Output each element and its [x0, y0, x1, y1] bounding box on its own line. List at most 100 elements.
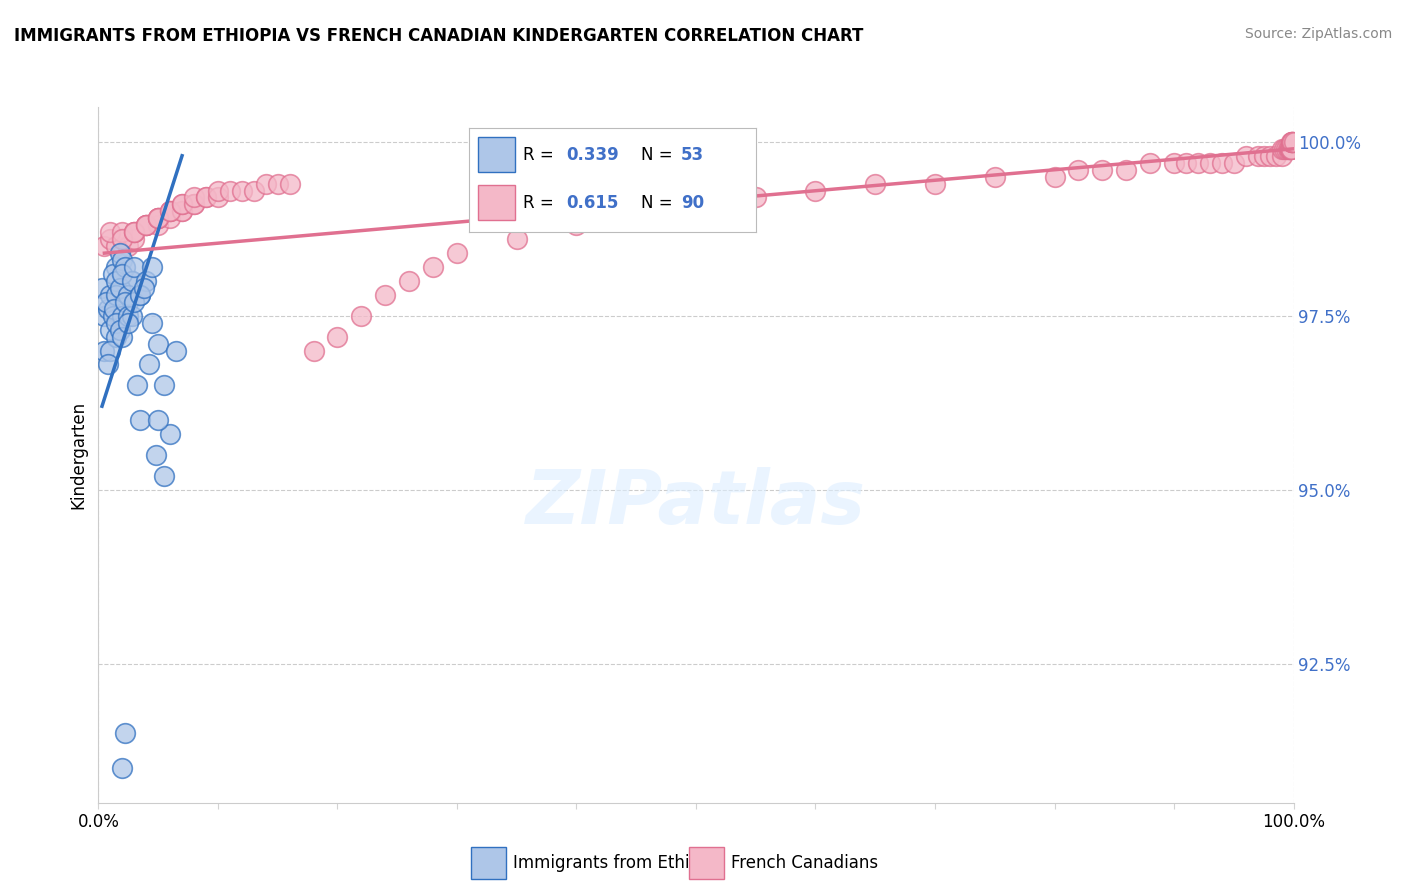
Point — [117, 309, 139, 323]
Point — [984, 169, 1007, 184]
Point — [98, 323, 122, 337]
Point — [117, 239, 139, 253]
Point — [398, 274, 420, 288]
Point — [804, 184, 827, 198]
Point — [111, 761, 134, 775]
Point — [153, 468, 176, 483]
Point — [159, 204, 181, 219]
Point — [117, 288, 139, 302]
Point — [124, 225, 146, 239]
Point — [111, 232, 134, 246]
Point — [101, 309, 124, 323]
Point — [114, 260, 136, 274]
Point — [108, 281, 131, 295]
Point — [153, 378, 176, 392]
Point — [108, 323, 131, 337]
Point — [97, 301, 120, 316]
Point — [1253, 149, 1275, 163]
Point — [326, 329, 349, 343]
Point — [626, 204, 648, 219]
Point — [111, 329, 134, 343]
Text: R =: R = — [523, 145, 560, 163]
Point — [446, 246, 468, 260]
Point — [1282, 135, 1305, 149]
Point — [1091, 162, 1114, 177]
Point — [506, 232, 529, 246]
Point — [422, 260, 444, 274]
Point — [129, 288, 152, 302]
Point — [103, 301, 125, 316]
Point — [1281, 135, 1303, 149]
Point — [94, 294, 117, 309]
Point — [1281, 135, 1303, 149]
Point — [91, 281, 114, 295]
Point — [124, 294, 146, 309]
Point — [105, 274, 128, 288]
Point — [172, 197, 194, 211]
Point — [105, 239, 128, 253]
Y-axis label: Kindergarten: Kindergarten — [69, 401, 87, 509]
Point — [121, 274, 143, 288]
Text: 90: 90 — [681, 194, 704, 211]
Point — [148, 211, 170, 226]
Point — [165, 343, 187, 358]
Point — [148, 413, 170, 427]
Point — [159, 427, 181, 442]
Text: R =: R = — [523, 194, 560, 211]
Point — [172, 204, 194, 219]
Point — [374, 288, 396, 302]
Point — [1272, 142, 1295, 156]
Point — [148, 336, 170, 351]
Point — [98, 343, 122, 358]
Point — [1067, 162, 1090, 177]
Point — [267, 177, 290, 191]
Point — [159, 204, 181, 219]
Point — [93, 343, 115, 358]
Point — [183, 197, 205, 211]
Point — [148, 211, 170, 226]
Point — [135, 219, 157, 233]
Point — [1139, 155, 1161, 169]
Point — [124, 260, 146, 274]
Point — [97, 358, 120, 372]
Point — [124, 225, 146, 239]
Point — [1115, 162, 1137, 177]
Point — [1043, 169, 1066, 184]
Point — [129, 413, 152, 427]
Point — [111, 232, 134, 246]
Text: 53: 53 — [681, 145, 704, 163]
Point — [159, 211, 181, 226]
Point — [745, 190, 768, 204]
Point — [148, 211, 170, 226]
Point — [863, 177, 887, 191]
Text: 0.339: 0.339 — [567, 145, 619, 163]
Point — [105, 316, 128, 330]
Point — [145, 448, 167, 462]
Text: IMMIGRANTS FROM ETHIOPIA VS FRENCH CANADIAN KINDERGARTEN CORRELATION CHART: IMMIGRANTS FROM ETHIOPIA VS FRENCH CANAD… — [14, 27, 863, 45]
Point — [101, 267, 124, 281]
Point — [207, 184, 229, 198]
Point — [114, 294, 136, 309]
Point — [93, 239, 115, 253]
Point — [108, 246, 131, 260]
Point — [685, 197, 707, 211]
Point — [924, 177, 946, 191]
Point — [1277, 142, 1299, 156]
Text: N =: N = — [641, 145, 678, 163]
Point — [111, 253, 134, 268]
Text: ZIPatlas: ZIPatlas — [526, 467, 866, 541]
Point — [135, 219, 157, 233]
Point — [1175, 155, 1198, 169]
Point — [350, 309, 373, 323]
Point — [1279, 142, 1302, 156]
Point — [124, 232, 146, 246]
Text: N =: N = — [641, 194, 678, 211]
Point — [141, 316, 163, 330]
Point — [105, 329, 128, 343]
Point — [111, 225, 134, 239]
Text: 0.615: 0.615 — [567, 194, 619, 211]
Point — [121, 274, 143, 288]
Point — [207, 190, 229, 204]
Bar — [478, 137, 515, 172]
Point — [231, 184, 253, 198]
